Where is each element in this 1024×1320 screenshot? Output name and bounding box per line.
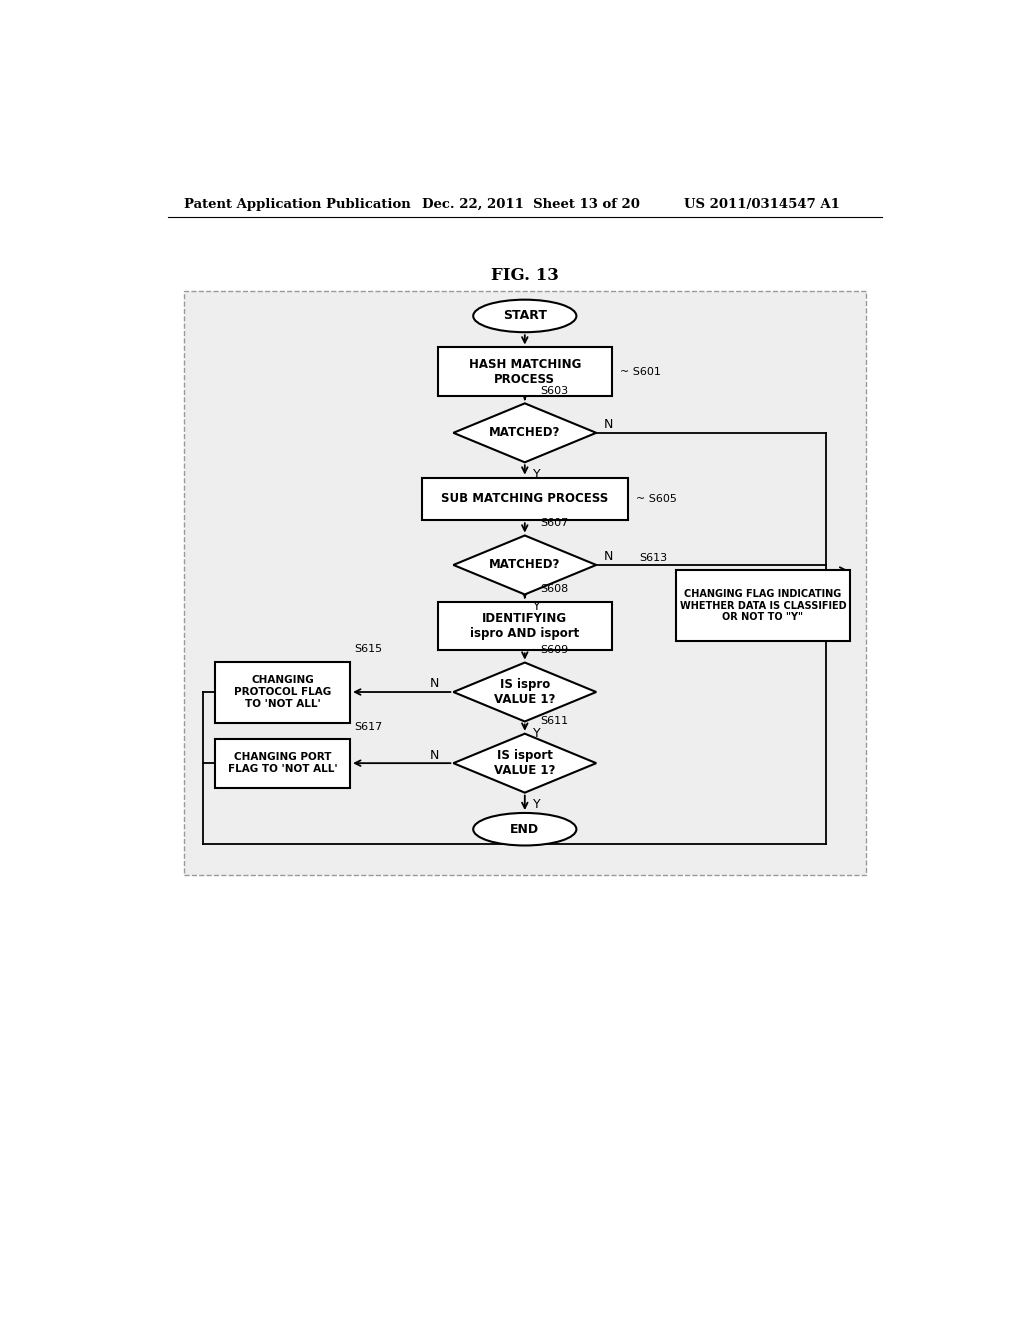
Text: Y: Y (532, 601, 541, 612)
Text: S611: S611 (541, 717, 568, 726)
Text: N: N (430, 748, 439, 762)
FancyBboxPatch shape (676, 570, 850, 642)
Text: S615: S615 (354, 644, 382, 655)
Polygon shape (454, 734, 596, 792)
FancyBboxPatch shape (437, 347, 612, 396)
FancyBboxPatch shape (215, 739, 350, 788)
Text: Dec. 22, 2011  Sheet 13 of 20: Dec. 22, 2011 Sheet 13 of 20 (422, 198, 640, 211)
Text: START: START (503, 309, 547, 322)
Text: SUB MATCHING PROCESS: SUB MATCHING PROCESS (441, 492, 608, 506)
Text: IS ispro
VALUE 1?: IS ispro VALUE 1? (495, 678, 555, 706)
Text: S617: S617 (354, 722, 382, 731)
Text: ~ S601: ~ S601 (620, 367, 660, 376)
Text: S603: S603 (541, 387, 568, 396)
Text: Y: Y (532, 799, 541, 812)
Text: IS isport
VALUE 1?: IS isport VALUE 1? (495, 750, 555, 777)
FancyBboxPatch shape (437, 602, 612, 651)
Text: FIG. 13: FIG. 13 (490, 267, 559, 284)
Text: Y: Y (532, 727, 541, 741)
Text: END: END (510, 822, 540, 836)
Text: S607: S607 (541, 519, 569, 528)
Text: N: N (604, 418, 613, 432)
Text: MATCHED?: MATCHED? (489, 558, 560, 572)
Text: US 2011/0314547 A1: US 2011/0314547 A1 (684, 198, 840, 211)
Text: CHANGING
PROTOCOL FLAG
TO 'NOT ALL': CHANGING PROTOCOL FLAG TO 'NOT ALL' (234, 676, 332, 709)
FancyBboxPatch shape (215, 661, 350, 722)
Ellipse shape (473, 300, 577, 333)
Polygon shape (454, 536, 596, 594)
Text: Y: Y (532, 469, 541, 480)
Text: IDENTIFYING
ispro AND isport: IDENTIFYING ispro AND isport (470, 612, 580, 640)
Text: MATCHED?: MATCHED? (489, 426, 560, 440)
Text: CHANGING FLAG INDICATING
WHETHER DATA IS CLASSIFIED
OR NOT TO "Y": CHANGING FLAG INDICATING WHETHER DATA IS… (680, 589, 846, 622)
Text: HASH MATCHING
PROCESS: HASH MATCHING PROCESS (469, 358, 581, 385)
FancyBboxPatch shape (422, 478, 628, 520)
Text: ~ S605: ~ S605 (636, 494, 677, 504)
FancyBboxPatch shape (183, 290, 866, 875)
Polygon shape (454, 663, 596, 722)
Text: S613: S613 (640, 553, 668, 562)
Text: S609: S609 (541, 645, 569, 655)
Polygon shape (454, 404, 596, 462)
Text: N: N (604, 550, 613, 564)
Ellipse shape (473, 813, 577, 846)
Text: N: N (430, 677, 439, 690)
Text: S608: S608 (541, 585, 569, 594)
Text: Patent Application Publication: Patent Application Publication (183, 198, 411, 211)
Text: CHANGING PORT
FLAG TO 'NOT ALL': CHANGING PORT FLAG TO 'NOT ALL' (228, 752, 338, 774)
